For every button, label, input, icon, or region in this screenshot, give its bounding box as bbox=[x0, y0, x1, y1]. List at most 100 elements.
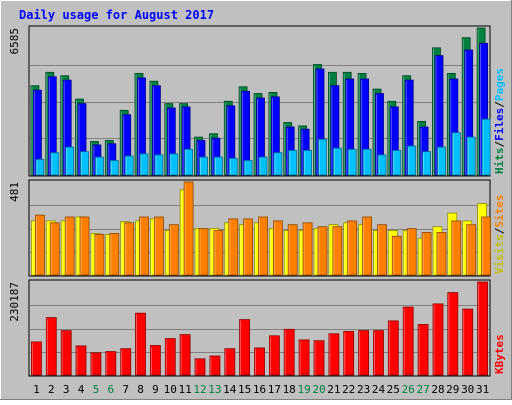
x-tick-label-day-1: 1 bbox=[33, 383, 40, 396]
bar-kbytes-day-7 bbox=[120, 348, 132, 376]
panels-layer: 6585Hits/Files/Pages481Visits/Sites23018… bbox=[8, 25, 506, 377]
panel-kbytes-series-kbytes bbox=[30, 281, 489, 376]
bar-sites-day-15 bbox=[243, 218, 254, 276]
x-tick-label-day-2: 2 bbox=[48, 383, 55, 396]
panel-visits-series-sites bbox=[35, 181, 492, 276]
x-tick-label-day-5: 5 bbox=[93, 383, 100, 396]
bar-kbytes-day-1 bbox=[30, 341, 42, 376]
bar-pages-day-11 bbox=[184, 148, 194, 176]
bar-kbytes-day-24 bbox=[373, 330, 384, 376]
panel-visits-series-label-2: Sites bbox=[493, 195, 506, 228]
bar-pages-day-1 bbox=[35, 158, 45, 176]
bar-pages-day-25 bbox=[392, 149, 402, 176]
bar-pages-day-12 bbox=[199, 156, 208, 176]
x-tick-label-day-27: 27 bbox=[416, 383, 429, 396]
bar-sites-day-23 bbox=[362, 216, 373, 276]
x-tick-label-day-15: 15 bbox=[238, 383, 251, 396]
bar-pages-day-29 bbox=[451, 132, 461, 176]
bar-kbytes-day-23 bbox=[358, 330, 370, 376]
bar-kbytes-day-18 bbox=[283, 328, 295, 376]
bar-pages-day-20 bbox=[318, 138, 327, 176]
bar-sites-day-12 bbox=[198, 228, 209, 276]
bar-sites-day-7 bbox=[124, 222, 135, 276]
bar-sites-day-9 bbox=[153, 216, 164, 276]
bar-pages-day-16 bbox=[258, 156, 268, 176]
bar-pages-day-22 bbox=[347, 148, 357, 176]
bar-kbytes-day-29 bbox=[447, 292, 459, 376]
bar-kbytes-day-30 bbox=[462, 308, 474, 376]
bar-pages-day-4 bbox=[80, 151, 89, 176]
panel-hits-series-label-0: Hits bbox=[493, 148, 506, 175]
bar-sites-day-2 bbox=[49, 222, 60, 276]
bar-kbytes-day-2 bbox=[45, 317, 57, 376]
x-tick-label-day-31: 31 bbox=[476, 383, 489, 396]
panel-visits-series-label: Visits/Sites bbox=[493, 195, 506, 275]
bar-sites-day-8 bbox=[139, 216, 149, 276]
bar-sites-day-11 bbox=[183, 181, 194, 276]
bar-sites-day-25 bbox=[391, 235, 402, 276]
bar-sites-day-30 bbox=[466, 224, 477, 276]
bar-pages-day-21 bbox=[332, 147, 342, 176]
x-tick-label-day-3: 3 bbox=[63, 383, 70, 396]
bar-pages-day-18 bbox=[288, 149, 298, 176]
bar-sites-day-5 bbox=[94, 233, 105, 276]
x-tick-label-day-4: 4 bbox=[78, 383, 85, 396]
bar-pages-day-8 bbox=[139, 153, 149, 176]
bar-pages-day-5 bbox=[95, 156, 104, 176]
bar-kbytes-day-12 bbox=[194, 358, 206, 376]
bar-pages-day-15 bbox=[243, 160, 253, 176]
bar-pages-day-6 bbox=[109, 160, 119, 176]
x-tick-label-day-30: 30 bbox=[461, 383, 474, 396]
bar-kbytes-day-13 bbox=[209, 355, 221, 376]
bar-pages-day-2 bbox=[50, 152, 60, 176]
bar-sites-day-1 bbox=[35, 214, 45, 276]
bar-kbytes-day-31 bbox=[477, 281, 489, 376]
bar-kbytes-day-8 bbox=[135, 312, 146, 376]
bar-sites-day-28 bbox=[436, 232, 447, 276]
panel-hits-series-pages bbox=[35, 118, 491, 176]
bar-sites-day-31 bbox=[481, 216, 492, 276]
bar-kbytes-day-14 bbox=[224, 348, 236, 376]
x-tick-label-day-29: 29 bbox=[446, 383, 459, 396]
bar-sites-day-26 bbox=[406, 228, 417, 276]
bar-kbytes-day-9 bbox=[149, 345, 161, 376]
x-tick-label-day-20: 20 bbox=[312, 383, 325, 396]
bar-sites-day-3 bbox=[64, 216, 75, 276]
panel-visits-series-label-0: Visits bbox=[493, 234, 506, 274]
x-tick-label-day-14: 14 bbox=[223, 383, 237, 396]
panel-hits-series-files bbox=[33, 42, 489, 176]
bar-sites-day-18 bbox=[287, 224, 298, 276]
panel-hits-series-label-2: Files bbox=[493, 108, 506, 141]
bar-pages-day-17 bbox=[273, 152, 283, 176]
bar-kbytes-day-19 bbox=[298, 339, 310, 376]
bar-sites-day-21 bbox=[332, 226, 343, 276]
bar-pages-day-27 bbox=[422, 151, 432, 176]
panel-visits-series-label-1: / bbox=[493, 227, 506, 234]
x-tick-label-day-6: 6 bbox=[107, 383, 114, 396]
bar-kbytes-day-27 bbox=[417, 324, 429, 376]
x-tick-label-day-28: 28 bbox=[431, 383, 444, 396]
bar-pages-day-23 bbox=[362, 148, 372, 176]
bar-sites-day-6 bbox=[109, 232, 120, 276]
bar-sites-day-19 bbox=[302, 222, 313, 276]
x-tick-label-day-16: 16 bbox=[253, 383, 266, 396]
bar-kbytes-day-4 bbox=[75, 345, 87, 376]
x-tick-label-day-19: 19 bbox=[297, 383, 310, 396]
x-tick-label-day-11: 11 bbox=[178, 383, 191, 396]
panel-hits-series-label-4: Pages bbox=[493, 68, 506, 101]
bar-sites-day-27 bbox=[421, 232, 432, 276]
bar-kbytes-day-3 bbox=[60, 330, 72, 376]
bar-kbytes-day-21 bbox=[328, 333, 340, 376]
x-tick-label-day-17: 17 bbox=[268, 383, 281, 396]
bar-sites-day-29 bbox=[451, 220, 462, 276]
bar-pages-day-13 bbox=[213, 156, 223, 176]
panel-visits: 481 Visits/Sites bbox=[8, 179, 506, 277]
bar-kbytes-day-16 bbox=[254, 347, 265, 376]
bar-kbytes-day-11 bbox=[179, 334, 191, 376]
bar-sites-day-24 bbox=[377, 224, 387, 276]
x-tick-label-day-7: 7 bbox=[122, 383, 129, 396]
bar-kbytes-day-15 bbox=[239, 319, 251, 376]
bar-pages-day-28 bbox=[437, 146, 446, 176]
